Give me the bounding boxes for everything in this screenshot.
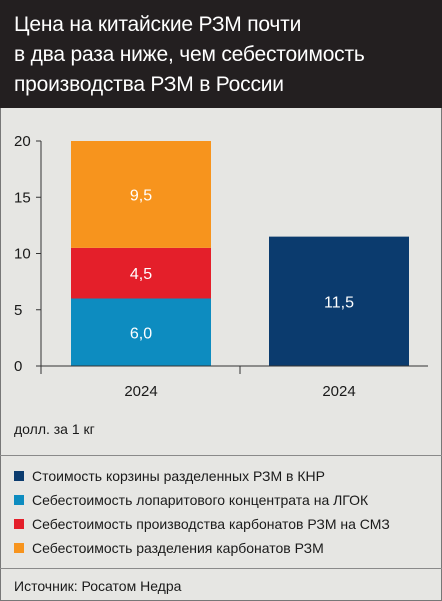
legend-swatch	[14, 495, 24, 505]
chart-title: Цена на китайские РЗМ почти в два раза н…	[14, 10, 428, 100]
legend-item: Стоимость корзины разделенных РЗМ в КНР	[0, 464, 442, 488]
title-line: Цена на китайские РЗМ почти	[14, 13, 302, 36]
legend-label: Себестоимость разделения карбонатов РЗМ	[32, 540, 324, 556]
legend-swatch	[14, 543, 24, 553]
x-tick-label: 2024	[124, 383, 157, 400]
legend-swatch	[14, 471, 24, 481]
data-label: 9,5	[130, 187, 152, 204]
data-label: 11,5	[324, 294, 354, 311]
bar-segment	[269, 236, 409, 366]
source-note: Источник: Росатом Недра	[14, 578, 182, 594]
data-label: 6,0	[130, 325, 152, 342]
y-tick-label: 15	[14, 189, 31, 206]
legend: Стоимость корзины разделенных РЗМ в КНР …	[0, 455, 442, 569]
legend-label: Себестоимость лопаритового концентрата н…	[32, 492, 369, 508]
data-label: 4,5	[130, 266, 152, 283]
y-tick-label: 10	[14, 246, 31, 263]
y-tick-label: 5	[14, 302, 22, 319]
legend-label: Стоимость корзины разделенных РЗМ в КНР	[32, 468, 325, 484]
legend-item: Себестоимость лопаритового концентрата н…	[0, 488, 442, 512]
y-tick-label: 0	[14, 358, 22, 375]
title-line: в два раза ниже, чем себестоимость	[14, 43, 365, 66]
legend-swatch	[14, 519, 24, 529]
unit-label: долл. за 1 кг	[14, 421, 95, 437]
title-line: производства РЗМ в России	[14, 73, 284, 96]
bar-segment	[71, 298, 211, 366]
bar-chart: 6,0 4,5 9,5 11,5 0 5 10 15 20 2024 2024	[14, 133, 428, 400]
y-tick-label: 20	[14, 133, 31, 150]
legend-item: Себестоимость производства карбонатов РЗ…	[0, 512, 442, 536]
bar-segment	[71, 141, 211, 248]
bar-segment	[71, 247, 211, 299]
legend-item: Себестоимость разделения карбонатов РЗМ	[0, 536, 442, 560]
x-tick-label: 2024	[322, 383, 355, 400]
legend-label: Себестоимость производства карбонатов РЗ…	[32, 516, 390, 532]
chart-header: Цена на китайские РЗМ почти в два раза н…	[0, 0, 442, 108]
